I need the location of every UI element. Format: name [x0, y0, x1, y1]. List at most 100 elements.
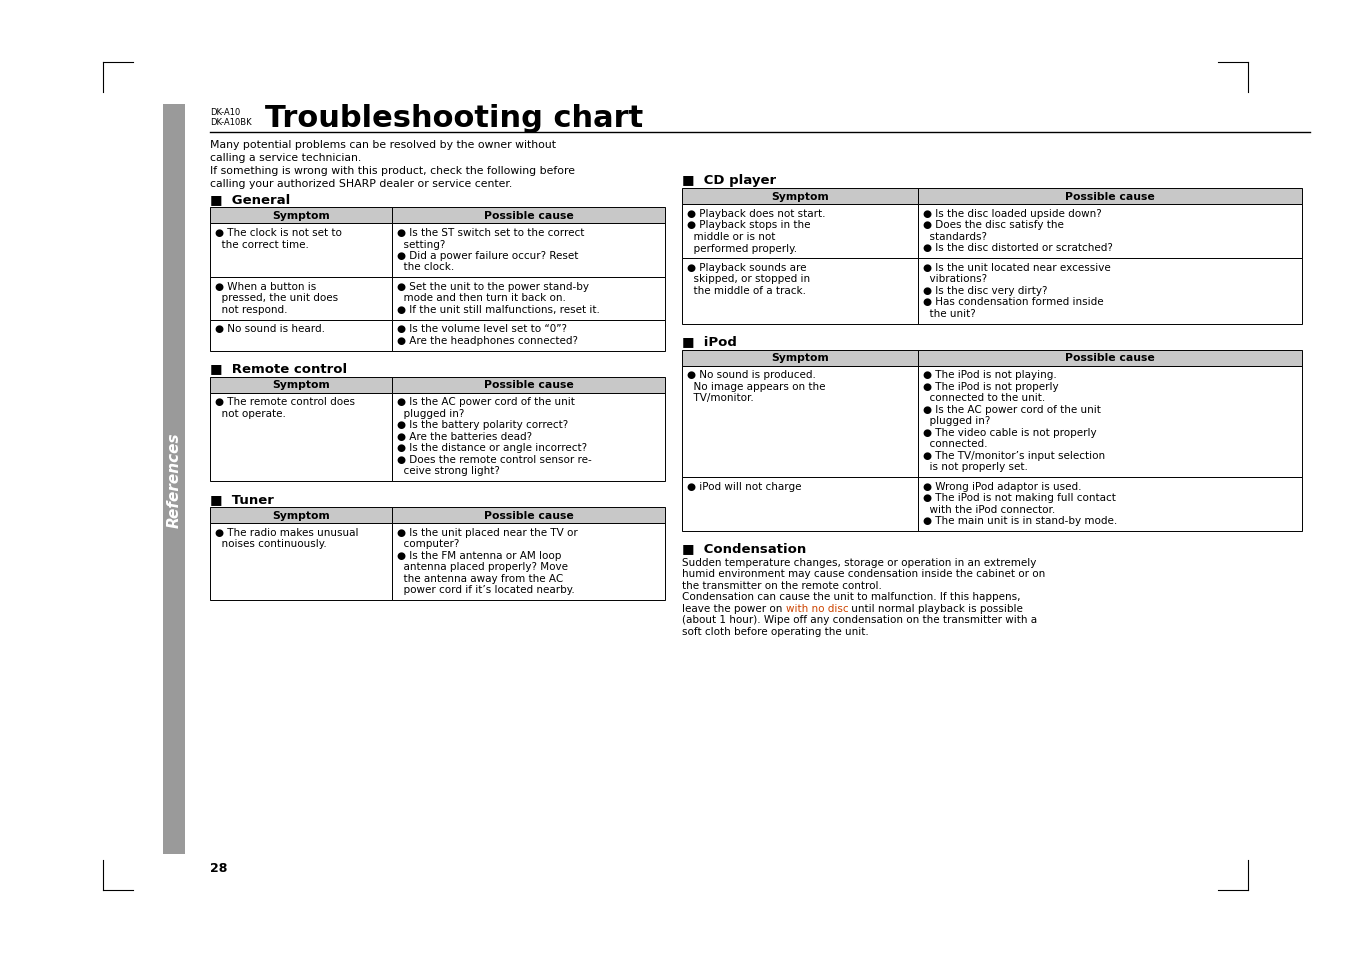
- Text: the transmitter on the remote control.: the transmitter on the remote control.: [682, 580, 882, 590]
- Text: ● The clock is not set to: ● The clock is not set to: [215, 228, 342, 237]
- Text: ■  Remote control: ■ Remote control: [209, 362, 347, 375]
- Text: Possible cause: Possible cause: [1065, 192, 1155, 202]
- Text: mode and then turn it back on.: mode and then turn it back on.: [397, 294, 566, 303]
- Text: Many potential problems can be resolved by the owner without: Many potential problems can be resolved …: [209, 140, 557, 150]
- Text: calling a service technician.: calling a service technician.: [209, 152, 361, 163]
- Text: Possible cause: Possible cause: [1065, 354, 1155, 363]
- Bar: [682, 189, 917, 205]
- Text: the antenna away from the AC: the antenna away from the AC: [397, 574, 563, 583]
- Text: the middle of a track.: the middle of a track.: [688, 286, 807, 295]
- Text: the unit?: the unit?: [923, 309, 975, 318]
- Text: Possible cause: Possible cause: [484, 511, 573, 520]
- Text: power cord if it’s located nearby.: power cord if it’s located nearby.: [397, 585, 574, 595]
- Text: ■  CD player: ■ CD player: [682, 173, 775, 187]
- Bar: [209, 393, 392, 481]
- Text: ● No sound is produced.: ● No sound is produced.: [688, 370, 816, 380]
- Text: performed properly.: performed properly.: [688, 243, 797, 253]
- Bar: [209, 320, 392, 351]
- Text: connected to the unit.: connected to the unit.: [923, 393, 1044, 403]
- Text: ● Are the batteries dead?: ● Are the batteries dead?: [397, 432, 532, 441]
- Text: ● Playback does not start.: ● Playback does not start.: [688, 209, 825, 219]
- Text: ● Is the unit placed near the TV or: ● Is the unit placed near the TV or: [397, 527, 578, 537]
- Text: ■  Tuner: ■ Tuner: [209, 493, 274, 505]
- Text: Possible cause: Possible cause: [484, 211, 573, 221]
- Bar: [917, 205, 1302, 258]
- Text: References: References: [166, 432, 181, 527]
- Text: Symptom: Symptom: [272, 211, 330, 221]
- Text: Symptom: Symptom: [272, 380, 330, 390]
- Text: If something is wrong with this product, check the following before: If something is wrong with this product,…: [209, 166, 576, 175]
- Text: noises continuously.: noises continuously.: [215, 539, 327, 549]
- Bar: [392, 523, 665, 600]
- Text: ● Has condensation formed inside: ● Has condensation formed inside: [923, 297, 1104, 307]
- Text: 28: 28: [209, 862, 227, 874]
- Text: ● Is the distance or angle incorrect?: ● Is the distance or angle incorrect?: [397, 443, 588, 453]
- Bar: [392, 208, 665, 224]
- Text: ● Is the battery polarity correct?: ● Is the battery polarity correct?: [397, 420, 569, 430]
- Text: calling your authorized SHARP dealer or service center.: calling your authorized SHARP dealer or …: [209, 179, 512, 189]
- Bar: [392, 393, 665, 481]
- Text: ● The remote control does: ● The remote control does: [215, 397, 355, 407]
- Text: ● iPod will not charge: ● iPod will not charge: [688, 481, 801, 492]
- Text: ● Is the FM antenna or AM loop: ● Is the FM antenna or AM loop: [397, 551, 562, 560]
- Bar: [209, 377, 392, 393]
- Text: No image appears on the: No image appears on the: [688, 381, 825, 392]
- Text: vibrations?: vibrations?: [923, 274, 986, 284]
- Text: Sudden temperature changes, storage or operation in an extremely: Sudden temperature changes, storage or o…: [682, 558, 1036, 567]
- Text: humid environment may cause condensation inside the cabinet or on: humid environment may cause condensation…: [682, 569, 1046, 578]
- Bar: [392, 277, 665, 320]
- Text: ● Is the unit located near excessive: ● Is the unit located near excessive: [923, 263, 1111, 273]
- Bar: [682, 366, 917, 477]
- Text: ● The TV/monitor’s input selection: ● The TV/monitor’s input selection: [923, 451, 1105, 460]
- Text: Troubleshooting chart: Troubleshooting chart: [265, 104, 643, 132]
- Text: (about 1 hour). Wipe off any condensation on the transmitter with a: (about 1 hour). Wipe off any condensatio…: [682, 615, 1038, 625]
- Text: middle or is not: middle or is not: [688, 232, 775, 242]
- Text: not operate.: not operate.: [215, 409, 286, 418]
- Bar: [392, 377, 665, 393]
- Bar: [917, 258, 1302, 324]
- Text: ● Are the headphones connected?: ● Are the headphones connected?: [397, 335, 578, 346]
- Bar: [209, 523, 392, 600]
- Bar: [682, 205, 917, 258]
- Text: ● The iPod is not making full contact: ● The iPod is not making full contact: [923, 493, 1116, 503]
- Text: ■  Condensation: ■ Condensation: [682, 541, 807, 555]
- Text: ● The iPod is not playing.: ● The iPod is not playing.: [923, 370, 1056, 380]
- Text: ● Is the disc loaded upside down?: ● Is the disc loaded upside down?: [923, 209, 1101, 219]
- Text: ● Is the disc very dirty?: ● Is the disc very dirty?: [923, 286, 1047, 295]
- Text: setting?: setting?: [397, 239, 446, 250]
- Bar: [392, 320, 665, 351]
- Bar: [392, 507, 665, 523]
- Text: Possible cause: Possible cause: [484, 380, 573, 390]
- Text: ● The radio makes unusual: ● The radio makes unusual: [215, 527, 358, 537]
- Bar: [917, 350, 1302, 366]
- Text: DK-A10BK: DK-A10BK: [209, 118, 251, 127]
- Bar: [209, 277, 392, 320]
- Text: ● Playback sounds are: ● Playback sounds are: [688, 263, 807, 273]
- Bar: [209, 507, 392, 523]
- Text: soft cloth before operating the unit.: soft cloth before operating the unit.: [682, 626, 869, 637]
- Text: ● Is the disc distorted or scratched?: ● Is the disc distorted or scratched?: [923, 243, 1112, 253]
- Text: leave the power on: leave the power on: [682, 603, 786, 614]
- Text: with the iPod connector.: with the iPod connector.: [923, 504, 1055, 515]
- Bar: [392, 224, 665, 277]
- Text: TV/monitor.: TV/monitor.: [688, 393, 754, 403]
- Text: not respond.: not respond.: [215, 305, 288, 314]
- Text: antenna placed properly? Move: antenna placed properly? Move: [397, 562, 567, 572]
- Text: standards?: standards?: [923, 232, 986, 242]
- Text: ● Is the ST switch set to the correct: ● Is the ST switch set to the correct: [397, 228, 585, 237]
- Bar: [917, 477, 1302, 532]
- Bar: [917, 366, 1302, 477]
- Text: Symptom: Symptom: [771, 192, 828, 202]
- Text: connected.: connected.: [923, 439, 988, 449]
- Text: is not properly set.: is not properly set.: [923, 462, 1028, 472]
- Text: Condensation can cause the unit to malfunction. If this happens,: Condensation can cause the unit to malfu…: [682, 592, 1020, 602]
- Bar: [163, 105, 185, 854]
- Bar: [682, 350, 917, 366]
- Text: ● Did a power failure occur? Reset: ● Did a power failure occur? Reset: [397, 251, 578, 261]
- Text: ● Does the remote control sensor re-: ● Does the remote control sensor re-: [397, 455, 592, 464]
- Text: ● If the unit still malfunctions, reset it.: ● If the unit still malfunctions, reset …: [397, 305, 600, 314]
- Text: ■  General: ■ General: [209, 193, 290, 206]
- Text: ● Set the unit to the power stand-by: ● Set the unit to the power stand-by: [397, 282, 589, 292]
- Text: with no disc: with no disc: [786, 603, 848, 614]
- Text: until normal playback is possible: until normal playback is possible: [848, 603, 1023, 614]
